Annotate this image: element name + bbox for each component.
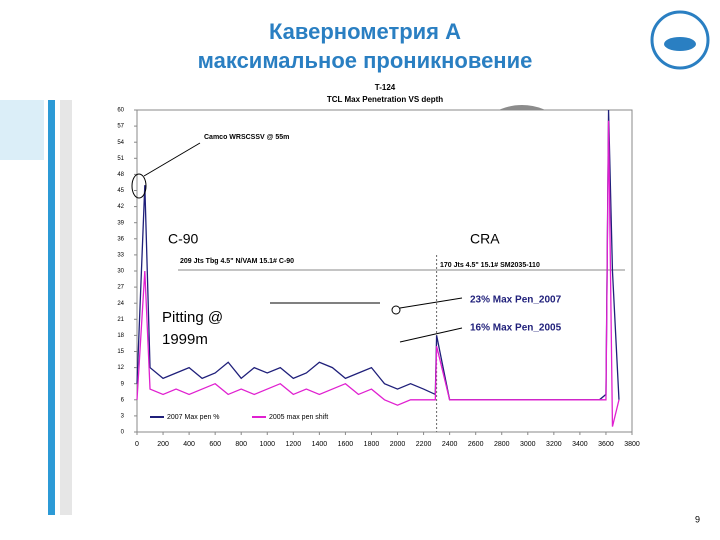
x-tick-label: 800: [235, 441, 247, 448]
series-line: [136, 120, 620, 427]
y-tick-label: 30: [117, 269, 124, 275]
slide-title: максимальное проникновение: [198, 48, 533, 73]
accent-bar: [48, 100, 55, 515]
x-tick-label: 1000: [259, 441, 275, 448]
annotation: Pitting @1999m: [162, 309, 223, 348]
y-tick-label: 0: [121, 430, 125, 436]
y-tick-label: 51: [117, 156, 124, 162]
y-tick-label: 42: [117, 204, 124, 210]
annotation: 209 Jts Tbg 4.5" N/VAM 15.1# C-90: [180, 258, 294, 265]
y-tick-label: 54: [117, 140, 124, 146]
y-tick-label: 39: [117, 220, 124, 226]
page-number: 9: [695, 514, 700, 524]
arrow: [399, 327, 463, 343]
x-tick-label: 2200: [416, 441, 432, 448]
x-tick-label: 2400: [442, 441, 458, 448]
legend-label: 2005 max pen shift: [269, 414, 328, 421]
annotation: C-90: [168, 231, 199, 247]
annotation: 170 Jts 4.5" 15.1# SM2035-110: [440, 262, 540, 269]
chart-title: T-124: [375, 83, 396, 92]
y-tick-label: 48: [117, 172, 124, 178]
y-tick-label: 33: [117, 252, 124, 258]
callout-ring: [391, 305, 401, 315]
annotation: CRA: [470, 231, 500, 247]
y-tick-label: 3: [121, 413, 125, 419]
y-tick-label: 27: [117, 285, 124, 291]
y-tick-label: 9: [121, 381, 125, 387]
y-tick-label: 21: [117, 317, 124, 323]
y-tick-label: 15: [117, 349, 124, 355]
x-tick-label: 1600: [338, 441, 354, 448]
x-tick-label: 400: [183, 441, 195, 448]
x-tick-label: 2800: [494, 441, 510, 448]
y-tick-label: 60: [117, 108, 124, 114]
x-tick-label: 1800: [364, 441, 380, 448]
arrow: [399, 297, 463, 309]
y-tick-label: 45: [117, 188, 124, 194]
x-tick-label: 3200: [546, 441, 562, 448]
x-tick-label: 200: [157, 441, 169, 448]
x-tick-label: 2000: [390, 441, 406, 448]
x-tick-label: 0: [135, 441, 139, 448]
x-tick-label: 3000: [520, 441, 536, 448]
slide-title: Кавернометрия А: [269, 19, 461, 44]
y-tick-label: 12: [117, 365, 124, 371]
y-tick-label: 57: [117, 124, 124, 130]
x-tick-label: 3800: [624, 441, 640, 448]
annotation: 23% Max Pen_2007: [470, 295, 562, 306]
y-tick-label: 24: [117, 301, 124, 307]
x-tick-label: 3600: [598, 441, 614, 448]
chart-subtitle: TCL Max Penetration VS depth: [327, 95, 443, 104]
annotation: Camco WRSCSSV @ 55m: [204, 134, 289, 141]
y-tick-label: 36: [117, 236, 124, 242]
callout-ring: [131, 173, 147, 199]
x-tick-label: 2600: [468, 441, 484, 448]
y-tick-label: 6: [121, 397, 125, 403]
x-tick-label: 3400: [572, 441, 588, 448]
x-tick-label: 1200: [286, 441, 302, 448]
arrow: [143, 142, 201, 177]
side-bar: [60, 100, 72, 515]
plot-area: [136, 109, 633, 433]
corner-block: [0, 100, 44, 160]
logo-mark: [664, 37, 696, 51]
annotation: 16% Max Pen_2005: [470, 323, 562, 334]
x-tick-label: 600: [209, 441, 221, 448]
y-tick-label: 18: [117, 333, 124, 339]
x-tick-label: 1400: [312, 441, 328, 448]
legend-label: 2007 Max pen %: [167, 414, 220, 421]
